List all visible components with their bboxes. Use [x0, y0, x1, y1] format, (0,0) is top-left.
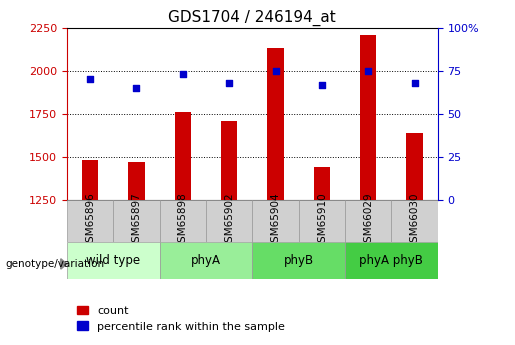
FancyBboxPatch shape — [252, 200, 299, 242]
Bar — [82, 160, 98, 200]
Point — [271, 68, 280, 73]
Point — [364, 68, 372, 73]
FancyBboxPatch shape — [67, 241, 160, 279]
Text: phyA phyB: phyA phyB — [359, 254, 423, 267]
FancyBboxPatch shape — [345, 200, 391, 242]
Point — [132, 85, 141, 91]
Text: GSM65904: GSM65904 — [270, 193, 281, 249]
FancyBboxPatch shape — [345, 241, 438, 279]
Text: GSM65910: GSM65910 — [317, 193, 327, 249]
Bar — [406, 133, 423, 200]
Text: GSM65898: GSM65898 — [178, 193, 188, 249]
Bar — [360, 34, 376, 200]
Text: phyA: phyA — [191, 254, 221, 267]
Text: GSM66030: GSM66030 — [409, 193, 420, 249]
Bar — [175, 112, 191, 200]
Bar — [128, 162, 145, 200]
Text: GSM66029: GSM66029 — [363, 193, 373, 249]
FancyBboxPatch shape — [160, 241, 252, 279]
Bar — [221, 121, 237, 200]
FancyBboxPatch shape — [391, 200, 438, 242]
FancyBboxPatch shape — [113, 200, 160, 242]
Text: phyB: phyB — [284, 254, 314, 267]
Point — [86, 77, 94, 82]
Bar — [314, 167, 330, 200]
Polygon shape — [61, 259, 67, 269]
Text: genotype/variation: genotype/variation — [5, 259, 104, 269]
Bar — [267, 48, 284, 200]
Legend: count, percentile rank within the sample: count, percentile rank within the sample — [73, 301, 289, 336]
Point — [179, 71, 187, 77]
Text: GSM65897: GSM65897 — [131, 193, 142, 249]
FancyBboxPatch shape — [160, 200, 206, 242]
Point — [225, 80, 233, 86]
FancyBboxPatch shape — [252, 241, 345, 279]
Text: wild type: wild type — [86, 254, 141, 267]
Title: GDS1704 / 246194_at: GDS1704 / 246194_at — [168, 10, 336, 26]
Text: GSM65902: GSM65902 — [224, 193, 234, 249]
FancyBboxPatch shape — [299, 200, 345, 242]
Point — [318, 82, 326, 87]
FancyBboxPatch shape — [67, 200, 113, 242]
FancyBboxPatch shape — [206, 200, 252, 242]
Text: GSM65896: GSM65896 — [85, 193, 95, 249]
Point — [410, 80, 419, 86]
